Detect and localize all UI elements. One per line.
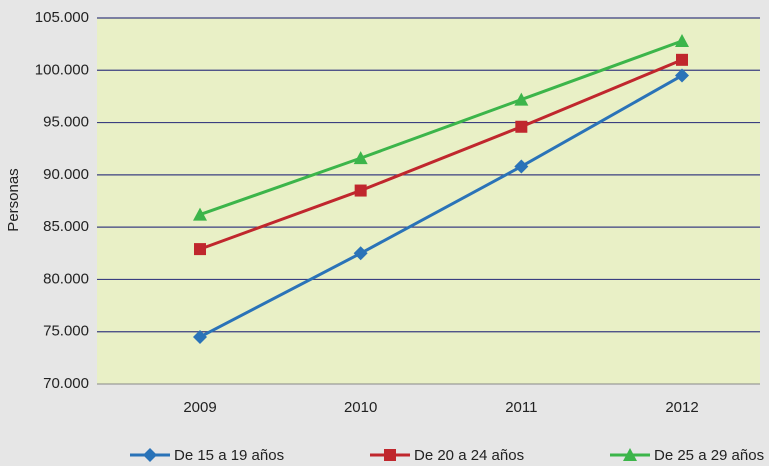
y-tick-label: 75.000 bbox=[43, 323, 89, 340]
y-axis-label: Personas bbox=[5, 168, 22, 231]
y-tick-label: 100.000 bbox=[35, 61, 89, 78]
marker bbox=[514, 92, 529, 106]
marker bbox=[514, 159, 529, 174]
marker bbox=[193, 207, 207, 221]
marker bbox=[515, 120, 528, 133]
y-tick-label: 85.000 bbox=[43, 218, 89, 235]
legend-label: De 15 a 19 años bbox=[174, 447, 284, 464]
series-line bbox=[199, 74, 683, 339]
legend-label: De 20 a 24 años bbox=[414, 447, 524, 464]
marker bbox=[353, 246, 368, 261]
x-tick-label: 2010 bbox=[344, 399, 377, 416]
legend-marker bbox=[384, 449, 396, 461]
marker bbox=[353, 151, 368, 165]
y-tick-label: 105.000 bbox=[35, 9, 89, 26]
legend-marker bbox=[143, 448, 157, 462]
x-tick-label: 2012 bbox=[665, 399, 698, 416]
plot-area bbox=[97, 18, 760, 384]
series-line bbox=[199, 39, 683, 217]
marker bbox=[675, 34, 689, 48]
y-tick-label: 95.000 bbox=[43, 114, 89, 131]
marker bbox=[194, 243, 206, 256]
marker bbox=[354, 184, 367, 197]
legend-marker bbox=[623, 448, 637, 461]
y-tick-label: 80.000 bbox=[43, 270, 89, 287]
x-tick-label: 2009 bbox=[183, 399, 216, 416]
x-tick-label: 2011 bbox=[505, 399, 537, 416]
marker bbox=[675, 68, 689, 83]
marker bbox=[676, 53, 688, 66]
marker bbox=[193, 329, 207, 344]
y-tick-label: 70.000 bbox=[43, 375, 89, 392]
y-tick-label: 90.000 bbox=[43, 166, 89, 183]
legend-label: De 25 a 29 años bbox=[654, 447, 764, 464]
series-line bbox=[199, 58, 683, 251]
